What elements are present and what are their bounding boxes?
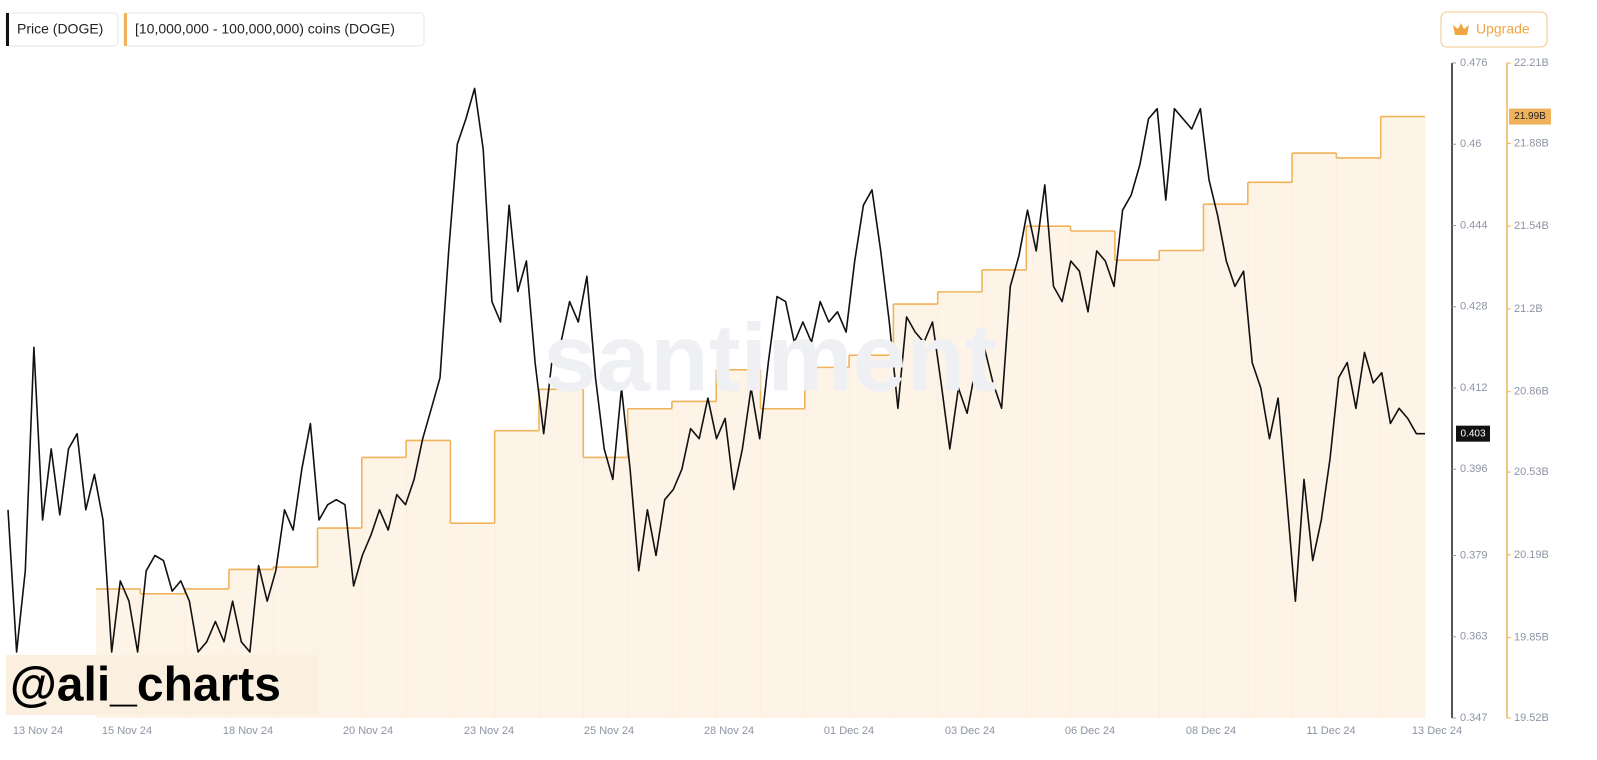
y-tick-label: 0.428 bbox=[1460, 301, 1488, 313]
crown-icon bbox=[1453, 23, 1469, 35]
holdings-area bbox=[494, 430, 540, 718]
legend-swatch bbox=[124, 13, 127, 46]
current-holdings-label: 21.99B bbox=[1514, 111, 1546, 122]
y-tick-label: 0.379 bbox=[1460, 549, 1488, 561]
holdings-area bbox=[317, 528, 363, 718]
holdings-area bbox=[849, 355, 894, 718]
upgrade-button[interactable]: Upgrade bbox=[1440, 11, 1548, 48]
holdings-area bbox=[760, 408, 806, 718]
x-tick-label: 13 Nov 24 bbox=[13, 725, 63, 737]
x-tick-label: 23 Nov 24 bbox=[464, 725, 514, 737]
holdings-area bbox=[716, 369, 761, 718]
holdings-area bbox=[1203, 204, 1249, 719]
holdings-area bbox=[982, 269, 1027, 718]
x-tick-label: 01 Dec 24 bbox=[824, 725, 874, 737]
x-tick-label: 25 Nov 24 bbox=[584, 725, 634, 737]
holdings-area bbox=[1292, 153, 1337, 718]
holdings-area bbox=[1159, 250, 1204, 718]
y2-tick-label: 19.85B bbox=[1514, 632, 1549, 644]
y-tick-label: 0.347 bbox=[1460, 712, 1488, 724]
x-tick-label: 28 Nov 24 bbox=[704, 725, 754, 737]
y2-tick-label: 21.88B bbox=[1514, 137, 1549, 149]
y-tick-label: 0.363 bbox=[1460, 631, 1488, 643]
x-tick-label: 18 Nov 24 bbox=[223, 725, 273, 737]
current-holdings-tag bbox=[1509, 108, 1551, 125]
legend-swatch bbox=[6, 13, 9, 46]
x-tick-label: 11 Dec 24 bbox=[1306, 725, 1355, 737]
legend-label: Price (DOGE) bbox=[17, 21, 103, 37]
y2-tick-label: 19.52B bbox=[1514, 712, 1549, 724]
holdings-area bbox=[1380, 116, 1426, 718]
upgrade-button-box[interactable] bbox=[1440, 11, 1548, 48]
holdings-area bbox=[406, 440, 451, 718]
y-tick-label: 0.476 bbox=[1460, 57, 1488, 69]
handle-watermark: @ali_charts bbox=[10, 659, 281, 712]
y2-tick-label: 21.54B bbox=[1514, 220, 1549, 232]
holdings-area bbox=[1026, 226, 1072, 718]
holdings-area bbox=[804, 367, 850, 718]
y2-tick-label: 20.86B bbox=[1514, 386, 1549, 398]
x-tick-label: 13 Dec 24 bbox=[1412, 725, 1462, 737]
holdings-area bbox=[1247, 182, 1293, 719]
legend: Price (DOGE) [10,000,000 - 100,000,000) … bbox=[5, 12, 425, 47]
holdings-area bbox=[627, 408, 673, 718]
handle-background bbox=[6, 655, 318, 715]
holdings-area bbox=[937, 291, 983, 718]
x-tick-label: 20 Nov 24 bbox=[343, 725, 393, 737]
y-tick-label: 0.412 bbox=[1460, 382, 1488, 394]
y2-tick-label: 20.53B bbox=[1514, 466, 1549, 478]
y-tick-label: 0.444 bbox=[1460, 219, 1488, 231]
y2-tick-label: 21.2B bbox=[1514, 303, 1543, 315]
holdings-area bbox=[671, 401, 717, 718]
x-tick-label: 08 Dec 24 bbox=[1186, 725, 1236, 737]
price-line bbox=[7, 87, 1425, 653]
holdings-area bbox=[450, 523, 496, 718]
holdings-area bbox=[361, 457, 407, 718]
current-price-label: 0.403 bbox=[1460, 428, 1485, 439]
upgrade-label[interactable]: Upgrade bbox=[1476, 21, 1530, 37]
y2-tick-label: 22.21B bbox=[1514, 57, 1549, 69]
y-tick-label: 0.46 bbox=[1460, 138, 1481, 150]
holdings-area bbox=[583, 457, 629, 718]
x-tick-label: 03 Dec 24 bbox=[945, 725, 995, 737]
y-tick-label: 0.396 bbox=[1460, 463, 1488, 475]
holdings-area bbox=[1336, 157, 1382, 718]
holdings-area bbox=[1114, 260, 1160, 718]
brand-watermark: santiment bbox=[543, 304, 996, 411]
x-tick-label: 15 Nov 24 bbox=[102, 725, 152, 737]
x-tick-label: 06 Dec 24 bbox=[1065, 725, 1115, 737]
current-price-tag bbox=[1456, 425, 1490, 442]
holdings-area bbox=[539, 389, 584, 718]
y2-tick-label: 20.19B bbox=[1514, 549, 1549, 561]
legend-label: [10,000,000 - 100,000,000) coins (DOGE) bbox=[135, 21, 395, 37]
holdings-area bbox=[1070, 231, 1116, 718]
